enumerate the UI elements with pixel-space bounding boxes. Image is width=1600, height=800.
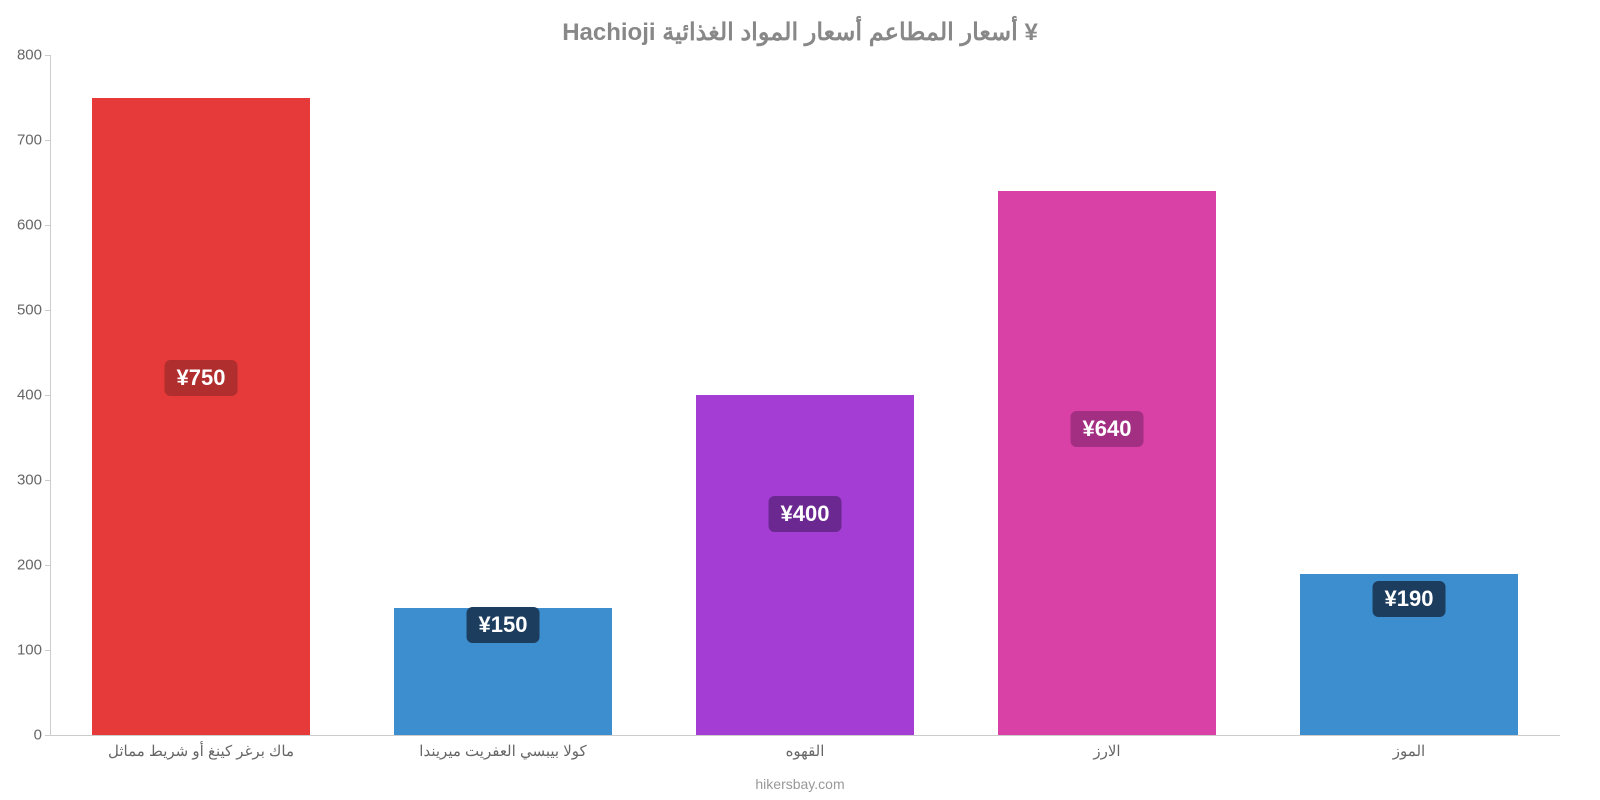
- bar: [92, 98, 309, 736]
- y-tick-label: 400: [0, 387, 50, 404]
- y-tick-label: 500: [0, 302, 50, 319]
- value-badge: ¥190: [1373, 581, 1446, 617]
- y-tick-label: 700: [0, 132, 50, 149]
- chart-title: ¥ أسعار المطاعم أسعار المواد الغذائية Ha…: [0, 18, 1600, 47]
- chart-footer: hikersbay.com: [0, 776, 1600, 792]
- y-tick-label: 300: [0, 472, 50, 489]
- value-badge: ¥400: [769, 496, 842, 532]
- x-tick-label: ماك برغر كينغ أو شريط مماثل: [108, 742, 294, 760]
- x-axis-line: [50, 735, 1560, 736]
- x-tick-label: القهوه: [786, 742, 825, 760]
- bar: [696, 395, 913, 735]
- y-tick-label: 100: [0, 642, 50, 659]
- plot-area: ¥750 ¥150 ¥400 ¥640 ¥190: [50, 55, 1560, 735]
- value-badge: ¥640: [1071, 411, 1144, 447]
- x-tick-label: كولا بيبسي العفريت ميريندا: [419, 742, 586, 760]
- bar: [998, 191, 1215, 735]
- y-tick-label: 200: [0, 557, 50, 574]
- value-badge: ¥150: [467, 607, 540, 643]
- y-tick-label: 800: [0, 47, 50, 64]
- y-tick-label: 0: [0, 727, 50, 744]
- y-tick-label: 600: [0, 217, 50, 234]
- x-tick-label: الارز: [1093, 742, 1120, 760]
- x-axis-labels: ماك برغر كينغ أو شريط مماثل كولا بيبسي ال…: [50, 742, 1560, 772]
- value-badge: ¥750: [165, 360, 238, 396]
- chart-container: ¥ أسعار المطاعم أسعار المواد الغذائية Ha…: [0, 0, 1600, 800]
- x-tick-label: الموز: [1393, 742, 1425, 760]
- y-tick-mark: [45, 735, 50, 736]
- y-axis: 0100200300400500600700800: [0, 55, 50, 735]
